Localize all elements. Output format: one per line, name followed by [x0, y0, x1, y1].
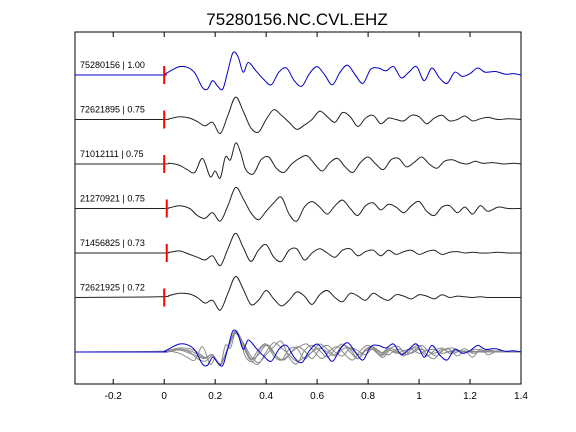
trace-label-group: 75280156 | 1.00 72621895 | 0.75 71012111 |…: [80, 60, 145, 293]
trace-line-4: [74, 186, 522, 222]
trace-line-5: [74, 232, 522, 267]
trace-label-6: 72621925 | 0.72: [80, 283, 145, 293]
trace-label-5: 71456825 | 0.73: [80, 238, 145, 248]
trace-label-4: 21270921 | 0.75: [80, 194, 145, 204]
trace-group: [74, 51, 522, 311]
x-tick-label-7: 1.2: [463, 391, 477, 402]
x-tick-label-8: 1.4: [514, 391, 528, 402]
trace-label-2: 72621895 | 0.75: [80, 105, 145, 115]
x-tick-label-0: -0.2: [105, 391, 123, 402]
overlay-group: [74, 329, 522, 367]
overlay-template-trace: [74, 329, 522, 367]
x-tick-label-5: 0.8: [361, 391, 375, 402]
trace-line-2: [74, 96, 522, 135]
x-tick-label-2: 0.2: [208, 391, 222, 402]
x-tick-label-1: 0: [161, 391, 167, 402]
overlay-trace-6: [74, 331, 521, 365]
x-axis: -0.2 0 0.2 0.4 0.6 0.8 1 1.2 1.4: [105, 32, 528, 402]
trace-line-3: [74, 142, 522, 179]
x-tick-label-6: 1: [416, 391, 422, 402]
x-tick-label-4: 0.6: [310, 391, 324, 402]
plot-frame: [74, 31, 522, 385]
trace-label-3: 71012111 | 0.75: [80, 149, 144, 159]
x-tick-label-3: 0.4: [259, 391, 273, 402]
chart-title: 75280156.NC.CVL.EHZ: [206, 10, 387, 29]
trace-line-6: [74, 276, 521, 311]
trace-line-1: [74, 51, 522, 91]
trace-label-1: 75280156 | 1.00: [80, 60, 145, 70]
